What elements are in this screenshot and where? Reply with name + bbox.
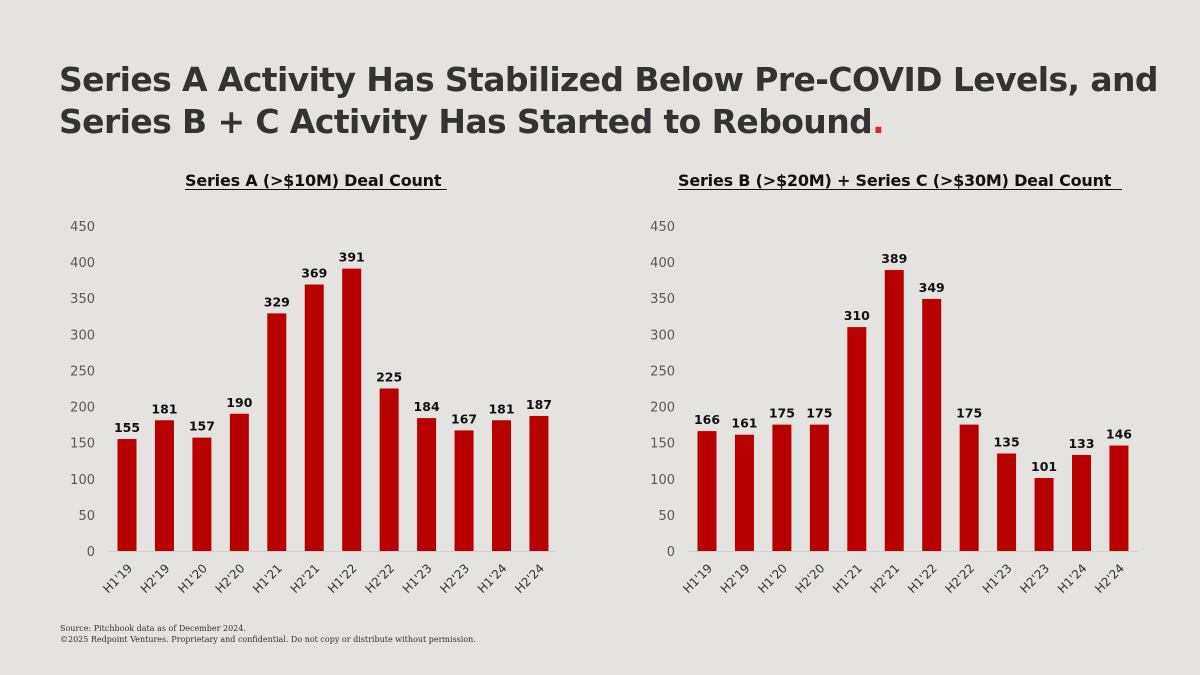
y-tick-label: 200 <box>70 401 95 416</box>
chart-title-series-bc: Series B (>$20M) + Series C (>$30M) Deal… <box>678 171 1122 190</box>
bar <box>697 431 717 551</box>
x-tick-label: H2'21 <box>868 561 903 596</box>
bar <box>192 437 212 551</box>
bar <box>847 327 867 551</box>
bar <box>454 430 474 551</box>
bar <box>154 420 174 551</box>
data-label: 157 <box>189 419 215 434</box>
footer: Source: Pitchbook data as of December 20… <box>60 623 476 645</box>
bar <box>267 313 287 551</box>
y-tick-label: 100 <box>70 473 95 488</box>
slide-title: Series A Activity Has Stabilized Below P… <box>59 59 1159 143</box>
data-label: 190 <box>226 395 252 410</box>
y-tick-label: 250 <box>70 364 95 379</box>
data-label: 181 <box>488 401 514 416</box>
x-tick-label: H1'20 <box>755 561 790 596</box>
data-label: 187 <box>526 397 552 412</box>
chart-series-a: 050100150200250300350400450155H1'19181H2… <box>70 220 556 596</box>
data-label: 175 <box>956 406 982 421</box>
bar <box>304 284 324 551</box>
y-tick-label: 400 <box>650 256 675 271</box>
bar <box>1109 445 1129 551</box>
slide-title-line-1: Series A Activity Has Stabilized Below P… <box>59 60 1159 99</box>
bar <box>959 424 979 551</box>
bar <box>809 424 829 551</box>
data-label: 166 <box>694 412 720 427</box>
y-tick-label: 450 <box>650 220 675 235</box>
chart-title-series-a: Series A (>$10M) Deal Count <box>185 171 447 190</box>
data-label: 181 <box>151 401 177 416</box>
data-label: 135 <box>994 435 1020 450</box>
data-label: 310 <box>844 308 870 323</box>
x-tick-label: H2'24 <box>1092 561 1127 596</box>
x-tick-label: H1'22 <box>905 561 940 596</box>
y-tick-label: 150 <box>650 437 675 452</box>
data-label: 389 <box>881 251 907 266</box>
x-tick-label: H2'19 <box>718 561 753 596</box>
bar <box>997 453 1017 551</box>
data-label: 133 <box>1068 436 1094 451</box>
bar <box>884 270 904 551</box>
bar <box>1034 478 1054 551</box>
y-tick-label: 50 <box>78 509 95 524</box>
y-tick-label: 0 <box>667 545 675 560</box>
y-tick-label: 400 <box>70 256 95 271</box>
chart-series-bc: 0 50 100 150 200 250 300 350 400 450 166 H1'19 161 H2… <box>650 220 1138 596</box>
data-label: 146 <box>1106 427 1132 442</box>
bar <box>379 388 399 551</box>
x-tick-label: H1'21 <box>830 561 865 596</box>
bar <box>529 415 549 551</box>
y-tick-label: 150 <box>70 437 95 452</box>
data-label: 369 <box>301 266 327 281</box>
bar <box>117 439 137 551</box>
title-accent-dot: . <box>872 102 885 141</box>
data-label: 161 <box>731 416 757 431</box>
bar <box>229 413 249 551</box>
y-tick-label: 50 <box>658 509 675 524</box>
y-tick-label: 200 <box>650 401 675 416</box>
bar <box>492 420 511 551</box>
slide-title-line-2: Series B + C Activity Has Started to Reb… <box>59 101 1159 143</box>
y-tick-label: 250 <box>650 364 675 379</box>
y-tick-label: 350 <box>70 292 95 307</box>
data-label: 101 <box>1031 459 1057 474</box>
data-label: 391 <box>339 250 365 265</box>
x-tick-label: H1'24 <box>1055 561 1090 596</box>
data-label: 175 <box>769 406 795 421</box>
bar <box>417 418 437 551</box>
bar <box>922 298 942 551</box>
slide-title-line-2-text: Series B + C Activity Has Started to Reb… <box>59 102 873 141</box>
footer-source: Source: Pitchbook data as of December 20… <box>60 624 246 633</box>
bar <box>772 424 792 551</box>
data-label: 349 <box>919 280 945 295</box>
data-label: 175 <box>806 406 832 421</box>
y-tick-label: 300 <box>70 328 95 343</box>
x-tick-label: H1'23 <box>980 561 1015 596</box>
y-tick-label: 100 <box>650 473 675 488</box>
data-label: 155 <box>114 420 140 435</box>
footer-copyright: ©2025 Redpoint Ventures. Proprietary and… <box>60 635 476 644</box>
x-tick-label: H2'20 <box>793 561 828 596</box>
y-tick-label: 450 <box>70 220 95 235</box>
y-tick-label: 300 <box>650 328 675 343</box>
data-label: 329 <box>264 294 290 309</box>
bar <box>734 434 754 551</box>
data-label: 225 <box>376 370 402 385</box>
y-tick-label: 350 <box>650 292 675 307</box>
bar <box>342 268 362 551</box>
y-tick-label: 0 <box>87 545 95 560</box>
x-tick-label: H1'19 <box>680 561 715 596</box>
data-label: 184 <box>414 399 440 414</box>
x-tick-label: H2'22 <box>942 561 977 596</box>
bar <box>1072 454 1091 551</box>
data-label: 167 <box>451 411 477 426</box>
x-tick-label: H2'23 <box>1017 561 1052 596</box>
